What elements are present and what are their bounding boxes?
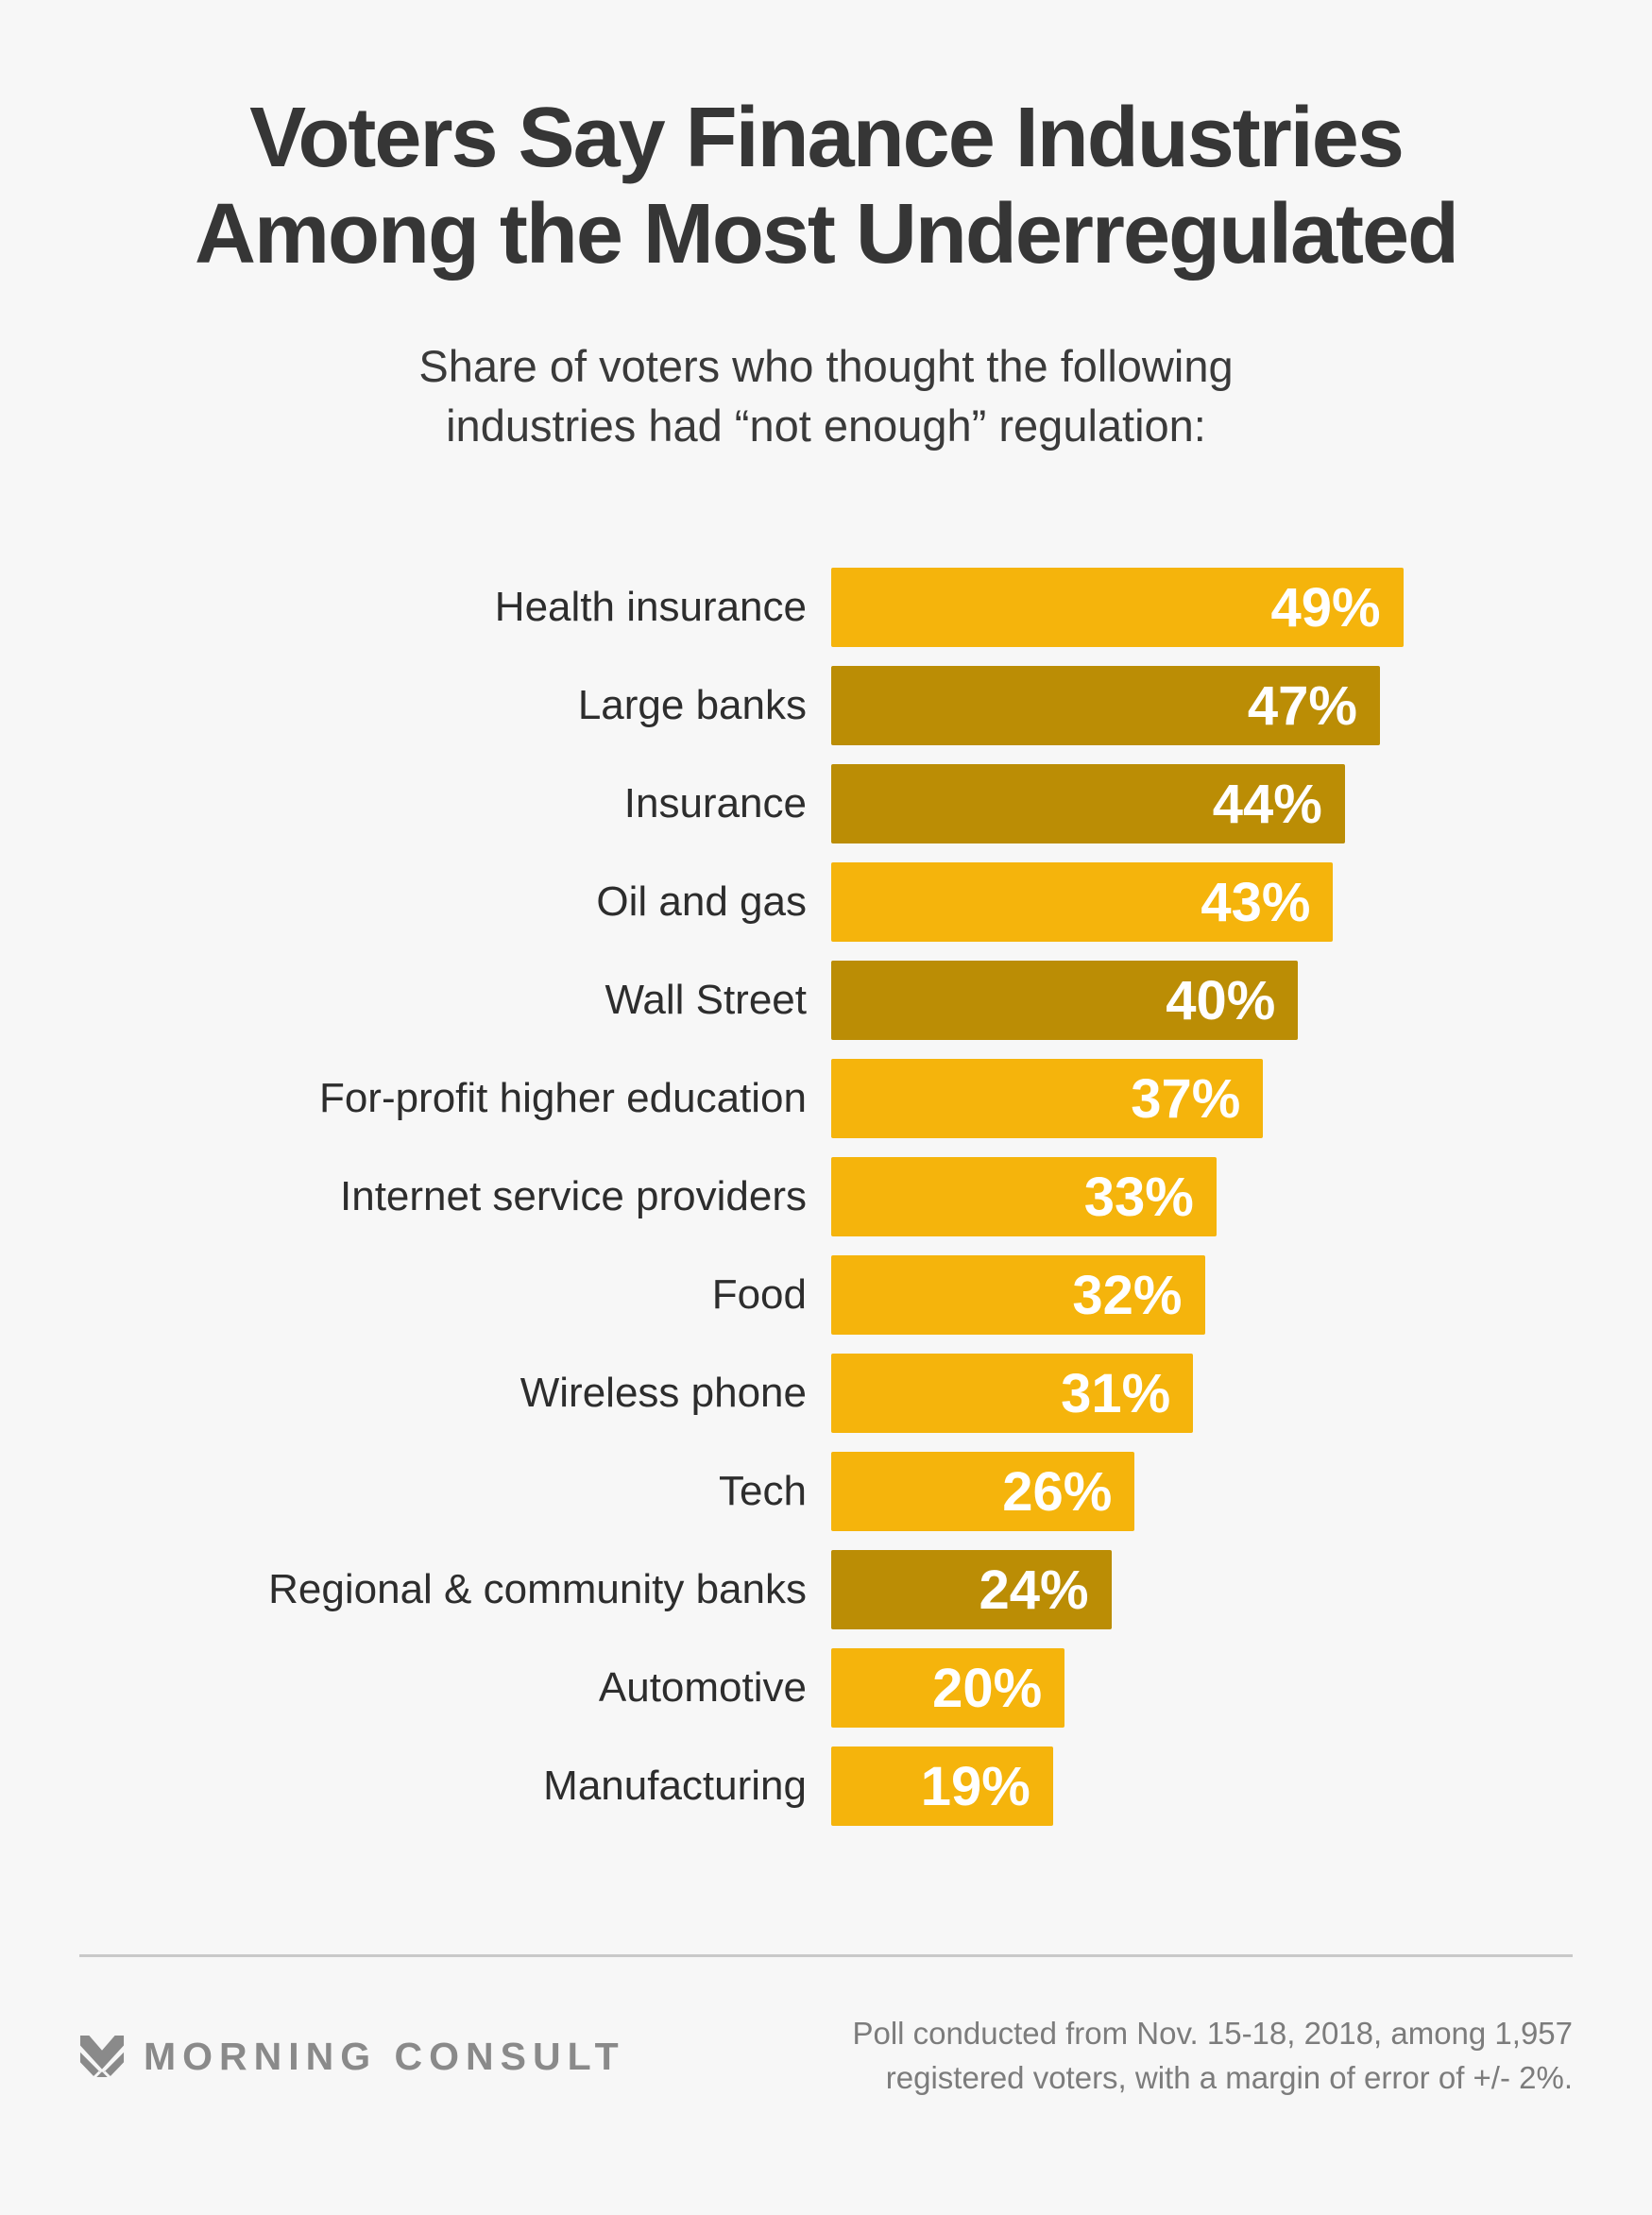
bar-row: Insurance 44%: [0, 764, 1652, 844]
category-label: Wall Street: [605, 977, 807, 1024]
morning-consult-logo-text: MORNING CONSULT: [144, 2034, 625, 2078]
category-label: Insurance: [623, 780, 807, 827]
bar-row: Regional & community banks 24%: [0, 1550, 1652, 1630]
bar-row: Automotive 20%: [0, 1648, 1652, 1729]
bar-row: Food 32%: [0, 1255, 1652, 1336]
bar: 31%: [831, 1354, 1194, 1434]
bar: 44%: [831, 764, 1345, 844]
bar-row: Wall Street 40%: [0, 961, 1652, 1041]
bar-row: Manufacturing 19%: [0, 1746, 1652, 1827]
value-label: 40%: [1166, 969, 1276, 1031]
morning-consult-logo: MORNING CONSULT: [79, 2035, 625, 2079]
poll-methodology-note: Poll conducted from Nov. 15-18, 2018, am…: [852, 2016, 1573, 2096]
category-label: Regional & community banks: [268, 1566, 807, 1613]
bar-row: Large banks 47%: [0, 666, 1652, 746]
bar: 43%: [831, 862, 1334, 943]
category-label: Wireless phone: [519, 1370, 807, 1417]
value-label: 24%: [979, 1559, 1089, 1621]
category-label: For-profit higher education: [318, 1075, 807, 1122]
footer: MORNING CONSULT Poll conducted from Nov.…: [79, 2012, 1573, 2101]
footer-divider: [79, 1954, 1573, 1958]
value-label: 32%: [1072, 1264, 1183, 1326]
value-label: 49%: [1270, 576, 1381, 639]
bar: 37%: [831, 1059, 1264, 1139]
bar-row: Oil and gas 43%: [0, 862, 1652, 943]
category-label: Tech: [719, 1468, 807, 1515]
value-label: 19%: [920, 1755, 1030, 1817]
bar: 47%: [831, 666, 1380, 746]
bar: 20%: [831, 1648, 1065, 1729]
page-subtitle: Share of voters who thought the followin…: [418, 341, 1234, 452]
bar-row: Wireless phone 31%: [0, 1354, 1652, 1434]
bar-chart: Health insurance 49% Large banks 47% Insuran…: [0, 568, 1652, 1827]
value-label: 33%: [1083, 1166, 1194, 1228]
page-title: Voters Say Finance Industries Among the …: [194, 91, 1459, 281]
category-label: Health insurance: [494, 584, 807, 631]
bar-row: Internet service providers 33%: [0, 1157, 1652, 1237]
bar: 40%: [831, 961, 1299, 1041]
value-label: 31%: [1061, 1362, 1171, 1424]
category-label: Food: [711, 1271, 807, 1319]
value-label: 37%: [1131, 1067, 1241, 1130]
bar: 32%: [831, 1255, 1205, 1336]
bar: 19%: [831, 1746, 1053, 1827]
bar-row: Tech 26%: [0, 1452, 1652, 1532]
category-label: Manufacturing: [543, 1763, 807, 1810]
bar: 49%: [831, 568, 1404, 648]
bar: 24%: [831, 1550, 1112, 1630]
value-label: 44%: [1212, 773, 1322, 835]
value-label: 26%: [1002, 1460, 1113, 1523]
category-label: Automotive: [598, 1664, 807, 1712]
category-label: Oil and gas: [596, 878, 807, 926]
value-label: 47%: [1247, 674, 1357, 737]
category-label: Internet service providers: [340, 1173, 807, 1220]
bar: 33%: [831, 1157, 1217, 1237]
morning-consult-logo-icon: [79, 2036, 125, 2078]
value-label: 43%: [1201, 871, 1311, 933]
category-label: Large banks: [577, 682, 807, 729]
bar: 26%: [831, 1452, 1135, 1532]
bar-row: For-profit higher education 37%: [0, 1059, 1652, 1139]
bar-row: Health insurance 49%: [0, 568, 1652, 648]
value-label: 20%: [932, 1657, 1043, 1719]
